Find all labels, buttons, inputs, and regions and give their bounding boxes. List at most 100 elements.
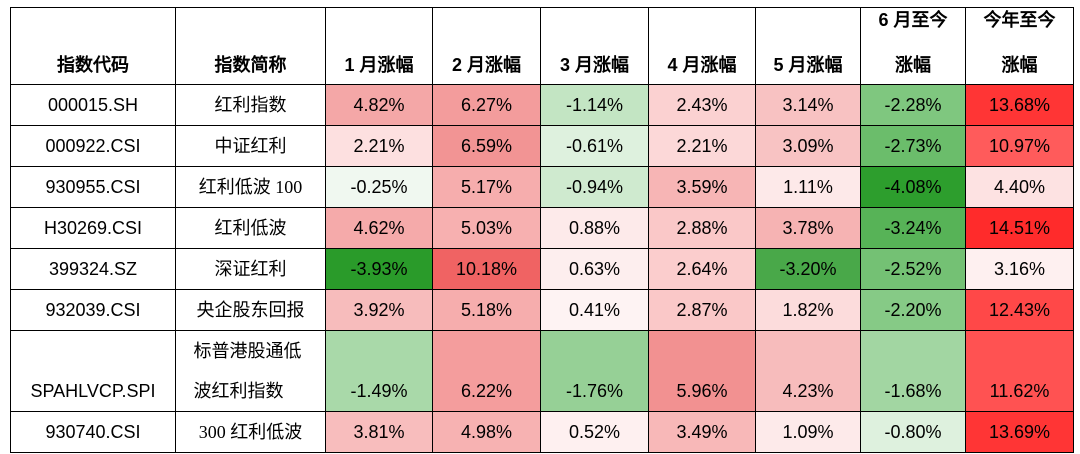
table-row: 000922.CSI 中证红利 2.21% 6.59% -0.61% 2.21% 3.09%… [10, 125, 1074, 167]
index-code-cell: 399324.SZ [10, 248, 176, 290]
jan-return-cell: 4.62% [325, 207, 433, 249]
jan-return-cell: 4.82% [325, 84, 433, 126]
header-mar-return: 3 月涨幅 [540, 7, 649, 85]
ytd-return-cell: 13.69% [965, 411, 1074, 453]
header-cell-content: 3 月涨幅 [541, 8, 648, 84]
header-cell-content: 4 月涨幅 [649, 8, 755, 84]
jan-return-cell: 3.81% [325, 411, 433, 453]
mar-return-cell: 0.88% [540, 207, 649, 249]
jun-to-date-return-cell: -2.52% [860, 248, 966, 290]
mar-return-cell: -1.14% [540, 84, 649, 126]
jan-return-cell: 2.21% [325, 125, 433, 167]
index-code-cell: 000015.SH [10, 84, 176, 126]
index-code-cell: 930955.CSI [10, 166, 176, 208]
header-feb-return: 2 月涨幅 [432, 7, 541, 85]
table-row: 930955.CSI 红利低波 100 -0.25% 5.17% -0.94% 3.59%… [10, 166, 1074, 208]
apr-return-cell: 2.87% [648, 289, 756, 331]
header-label: 指数代码 [57, 55, 129, 75]
feb-return-cell: 5.03% [432, 207, 541, 249]
may-return-cell: 4.23% [755, 330, 861, 412]
ytd-return-cell: 10.97% [965, 125, 1074, 167]
header-jan-return: 1 月涨幅 [325, 7, 433, 85]
header-ytd-return: 今年至今 涨幅 [965, 7, 1074, 85]
index-code-cell: 930740.CSI [10, 411, 176, 453]
apr-return-cell: 2.64% [648, 248, 756, 290]
jun-to-date-return-cell: -1.68% [860, 330, 966, 412]
mar-return-cell: -0.61% [540, 125, 649, 167]
index-name-cell: 300 红利低波 [175, 411, 326, 453]
feb-return-cell: 4.98% [432, 411, 541, 453]
apr-return-cell: 2.43% [648, 84, 756, 126]
header-cell-content: 2 月涨幅 [433, 8, 540, 84]
index-code-cell: 000922.CSI [10, 125, 176, 167]
header-label: 2 月涨幅 [451, 55, 521, 75]
table-header: 指数代码 指数简称 1 月涨幅 2 月涨幅 3 月涨幅 [10, 7, 1074, 85]
ytd-return-cell: 14.51% [965, 207, 1074, 249]
jan-return-cell: 3.92% [325, 289, 433, 331]
apr-return-cell: 2.88% [648, 207, 756, 249]
feb-return-cell: 6.22% [432, 330, 541, 412]
header-label: 指数简称 [214, 55, 287, 75]
mar-return-cell: -1.76% [540, 330, 649, 412]
index-name-text: 红利指数 [214, 95, 287, 115]
header-label: 4 月涨幅 [667, 55, 737, 75]
header-jun-to-date-return: 6 月至今 涨幅 [860, 7, 966, 85]
header-row: 指数代码 指数简称 1 月涨幅 2 月涨幅 3 月涨幅 [10, 7, 1074, 85]
apr-return-cell: 2.21% [648, 125, 756, 167]
header-may-return: 5 月涨幅 [755, 7, 861, 85]
header-label: 1 月涨幅 [344, 55, 414, 75]
may-return-cell: 1.11% [755, 166, 861, 208]
index-code-cell: SPAHLVCP.SPI [10, 330, 176, 412]
table-row: SPAHLVCP.SPI 标普港股通低波红利指数 -1.49% 6.22% -1.76%… [10, 330, 1074, 412]
jan-return-cell: -3.93% [325, 248, 433, 290]
index-name-cell: 深证红利 [175, 248, 326, 290]
header-cell-content: 6 月至今 涨幅 [861, 8, 965, 84]
feb-return-cell: 5.18% [432, 289, 541, 331]
header-label: 今年至今 [983, 10, 1056, 30]
jun-to-date-return-cell: -2.28% [860, 84, 966, 126]
jan-return-cell: -0.25% [325, 166, 433, 208]
jun-to-date-return-cell: -2.20% [860, 289, 966, 331]
header-label: 5 月涨幅 [773, 55, 843, 75]
mar-return-cell: 0.41% [540, 289, 649, 331]
mar-return-cell: 0.63% [540, 248, 649, 290]
ytd-return-cell: 13.68% [965, 84, 1074, 126]
header-label: 涨幅 [1001, 55, 1038, 75]
index-name-cell: 中证红利 [175, 125, 326, 167]
table-row: 399324.SZ 深证红利 -3.93% 10.18% 0.63% 2.64% -3.20… [10, 248, 1074, 290]
mar-return-cell: 0.52% [540, 411, 649, 453]
jun-to-date-return-cell: -0.80% [860, 411, 966, 453]
apr-return-cell: 5.96% [648, 330, 756, 412]
header-index-name: 指数简称 [175, 7, 326, 85]
feb-return-cell: 6.59% [432, 125, 541, 167]
table-row: 000015.SH 红利指数 4.82% 6.27% -1.14% 2.43% 3.14% -… [10, 84, 1074, 126]
index-name-cell: 红利低波 100 [175, 166, 326, 208]
ytd-return-cell: 4.40% [965, 166, 1074, 208]
ytd-return-cell: 3.16% [965, 248, 1074, 290]
ytd-return-cell: 11.62% [965, 330, 1074, 412]
index-name-text: 标普港股通低波红利指数 [193, 341, 302, 401]
index-name-text: 中证红利 [214, 136, 287, 156]
index-name-text: 央企股东回报 [196, 300, 305, 320]
index-code-cell: H30269.CSI [10, 207, 176, 249]
header-cell-content: 今年至今 涨幅 [966, 8, 1073, 84]
mar-return-cell: -0.94% [540, 166, 649, 208]
ytd-return-cell: 12.43% [965, 289, 1074, 331]
index-name-cell: 标普港股通低波红利指数 [175, 330, 326, 412]
header-index-code: 指数代码 [10, 7, 176, 85]
apr-return-cell: 3.49% [648, 411, 756, 453]
header-apr-return: 4 月涨幅 [648, 7, 756, 85]
header-cell-content: 指数简称 [176, 8, 325, 84]
index-name-cell: 红利低波 [175, 207, 326, 249]
table-row: 932039.CSI 央企股东回报 3.92% 5.18% 0.41% 2.87% 1.82… [10, 289, 1074, 331]
jun-to-date-return-cell: -4.08% [860, 166, 966, 208]
apr-return-cell: 3.59% [648, 166, 756, 208]
header-cell-content: 1 月涨幅 [326, 8, 432, 84]
jan-return-cell: -1.49% [325, 330, 433, 412]
index-name-text: 红利低波 [214, 218, 287, 238]
jun-to-date-return-cell: -3.24% [860, 207, 966, 249]
header-label: 6 月至今 [878, 10, 948, 30]
header-cell-content: 指数代码 [11, 8, 175, 84]
table-row: H30269.CSI 红利低波 4.62% 5.03% 0.88% 2.88% 3.78% -… [10, 207, 1074, 249]
index-name-text: 深证红利 [214, 259, 287, 279]
